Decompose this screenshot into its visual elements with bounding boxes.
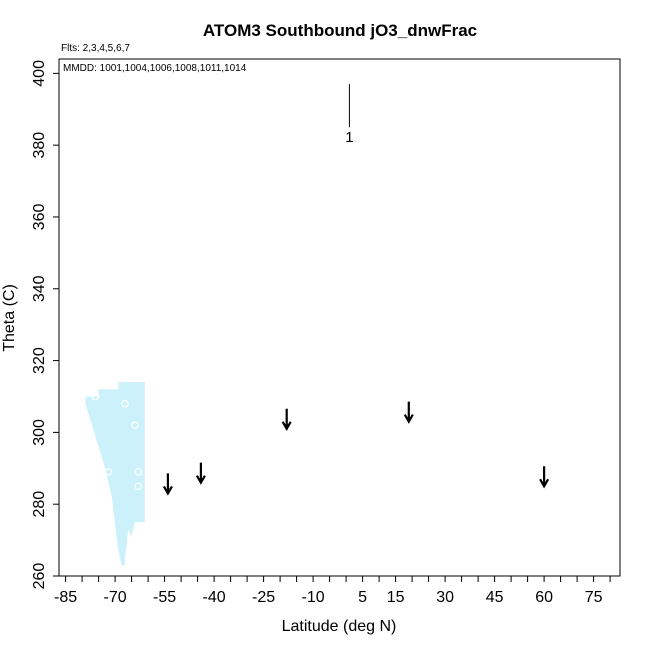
dates-note: MMDD: 1001,1004,1006,1008,1011,1014 [63,63,247,74]
y-tick-label: 380 [31,132,48,159]
x-tick-label: -10 [302,589,325,606]
y-tick-label: 260 [31,563,48,590]
y-tick-label: 360 [31,204,48,231]
flight-marker-label: 1 [345,129,353,146]
down-arrow-marker [403,401,414,424]
x-tick-label: -40 [203,589,226,606]
plot-frame [58,58,621,577]
y-tick-label: 340 [31,275,48,302]
x-axis-title: Latitude (deg N) [282,618,397,635]
down-arrow-marker [162,473,173,496]
x-tick-label: 45 [486,589,504,606]
down-arrow-marker [195,462,206,485]
open-circle-marker [131,421,139,430]
y-axis-title: Theta (C) [1,284,18,352]
x-tick-label: 30 [436,589,454,606]
x-tick-label: -70 [104,589,127,606]
x-tick-label: 5 [358,589,367,606]
x-axis: -85 -70 -55 -40 -25 -10 5 15 30 45 60 75 [54,576,611,606]
open-circle-marker [91,392,100,401]
y-tick-label: 320 [31,347,48,374]
x-tick-label: 15 [387,589,405,606]
x-tick-label: -55 [153,589,176,606]
open-circle-marker [134,482,143,491]
plot-content: 1 [85,84,550,566]
y-tick-label: 300 [31,419,48,446]
y-tick-label: 400 [31,60,48,87]
x-tick-label: 75 [585,589,603,606]
shaded-region [85,382,145,566]
flights-note: Flts: 2,3,4,5,6,7 [61,43,130,54]
open-circle-marker [134,468,143,476]
open-circle-marker [121,399,129,408]
open-circle-marker [104,468,113,476]
down-arrow-marker [281,408,292,432]
x-tick-label: -85 [54,589,77,606]
chart-title: ATOM3 Southbound jO3_dnwFrac [203,21,477,40]
y-tick-label: 280 [31,491,48,518]
y-axis: 260 280 300 320 340 360 380 400 [31,60,59,589]
x-tick-label: -25 [252,589,275,606]
x-tick-label: 60 [535,589,553,606]
down-arrow-marker [539,466,550,489]
